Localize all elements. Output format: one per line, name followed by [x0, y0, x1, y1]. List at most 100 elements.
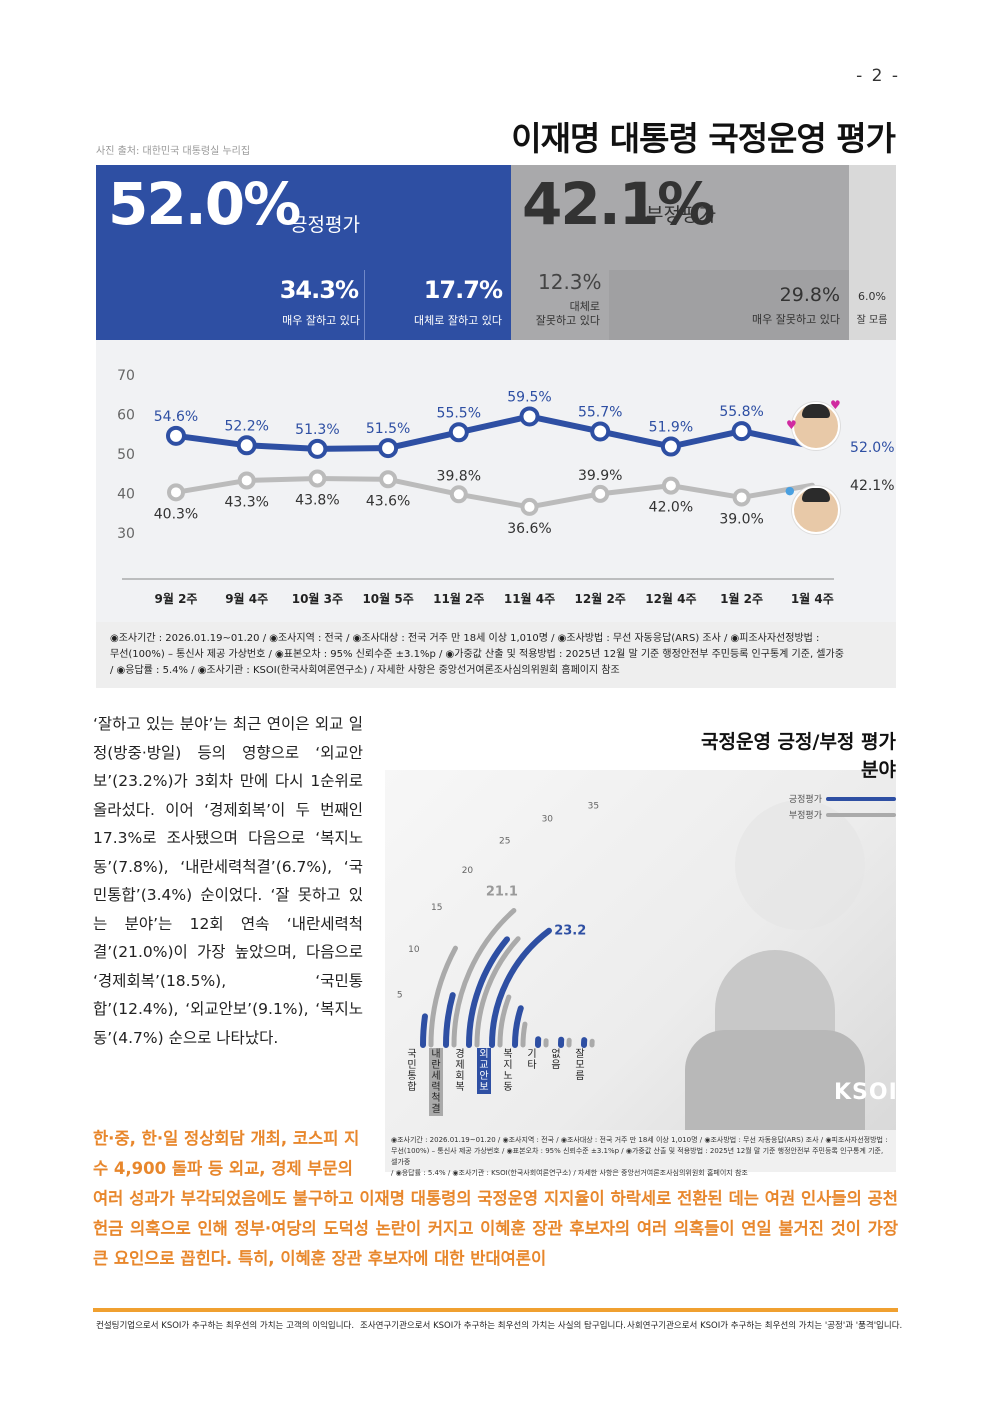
- scale-tick-label: 5: [397, 990, 403, 1000]
- somewhat-good-value: 17.7%: [423, 276, 503, 304]
- scale-tick-label: 10: [408, 945, 420, 955]
- very-good-value: 34.3%: [279, 276, 359, 304]
- president-photo-background: [385, 770, 896, 1130]
- radial-category-label: 내란세력척결: [429, 1048, 443, 1116]
- negative-point: [308, 469, 327, 488]
- negative-label: 부정평가: [646, 204, 716, 226]
- positive-label: 긍정평가: [290, 214, 360, 236]
- positive-data-label: 55.5%: [437, 405, 481, 421]
- footer-rule: [93, 1308, 898, 1312]
- negative-data-label: 43.3%: [224, 494, 268, 510]
- positive-arc: [420, 1013, 428, 1048]
- radial-note-line: 무선(100%) – 통신사 제공 가상번호 / ◉표본오차 : 95% 신뢰수…: [391, 1147, 884, 1166]
- legend-positive-label: 긍정평가: [788, 795, 822, 805]
- trend-chart: 70 60 50 40 30 9월 2주 9월 4주 10월 3주 10월 5주 11월 2주 11…: [117, 368, 894, 606]
- x-tick-label: 9월 4주: [225, 591, 268, 606]
- scale-tick-label: 30: [542, 815, 554, 825]
- positive-data-label: 51.3%: [295, 422, 339, 438]
- negative-arc: [520, 1021, 528, 1048]
- negative-arc: [428, 945, 458, 1048]
- positive-arc: [443, 992, 456, 1048]
- positive-point: [590, 421, 611, 442]
- negative-data-label: 40.3%: [154, 506, 198, 522]
- positive-data-label: 52.0%: [850, 440, 894, 456]
- positive-line: [173, 413, 816, 452]
- radial-category-labels: 국민통합 내란세력척결 경제회복 외교안보 복지노동 기타 없음 잘모름: [405, 1048, 605, 1118]
- somewhat-good-label: 대체로 잘하고 있다: [414, 314, 502, 327]
- radial-note-line: / ◉응답률 : 5.4% / ◉조사기관 : KSOI(한국사회여론연구소) …: [391, 1169, 748, 1177]
- scale-tick-label: 15: [431, 903, 442, 913]
- y-tick-label: 30: [117, 526, 135, 542]
- negative-data-label: 43.6%: [366, 493, 410, 509]
- negative-data-label: 39.8%: [437, 468, 481, 484]
- survey-note-line: ◉조사기간 : 2026.01.19~01.20 / ◉조사지역 : 전국 / …: [110, 633, 820, 644]
- positive-point: [236, 435, 257, 456]
- radial-survey-notes: ◉조사기간 : 2026.01.19~01.20 / ◉조사지역 : 전국 / …: [385, 1130, 896, 1177]
- radial-chart: 5 10 15 20 25 30 35 21.1 23.2: [397, 802, 599, 1048]
- negative-point: [732, 488, 751, 507]
- positive-arc: [512, 1005, 524, 1048]
- radial-category-label: 없음: [551, 1049, 561, 1071]
- heart-icon: ♥: [830, 398, 841, 412]
- somewhat-bad-label-1: 대체로: [569, 300, 600, 313]
- very-good-label: 매우 잘하고 있다: [282, 314, 360, 327]
- y-tick-label: 60: [117, 408, 135, 424]
- radial-category-label: 기타: [527, 1049, 537, 1071]
- negative-arc: [474, 936, 521, 1048]
- negative-point: [661, 476, 680, 495]
- negative-data-label: 39.0%: [719, 511, 763, 527]
- dont-know-value: 6.0%: [858, 290, 886, 303]
- x-tick-label: 11월 4주: [504, 591, 555, 606]
- negative-line: [173, 475, 815, 510]
- survey-note-line: / ◉응답률 : 5.4% / ◉조사기관 : KSOI(한국사회여론연구소) …: [110, 665, 620, 676]
- president-avatar-negative: [792, 486, 840, 534]
- positive-data-label: 54.6%: [154, 409, 198, 425]
- y-tick-label: 40: [117, 487, 135, 503]
- negative-point: [520, 497, 539, 516]
- radial-note-line: ◉조사기간 : 2026.01.19~01.20 / ◉조사지역 : 전국 / …: [391, 1136, 888, 1144]
- dont-know-label: 잘 모름: [856, 315, 888, 326]
- x-tick-label: 12월 2주: [575, 591, 626, 606]
- footer-text-1: 컨설팅기업으로서 KSOI가 추구하는 최우선의 가치는 고객의 이익입니다.: [96, 1321, 355, 1331]
- somewhat-bad-label-2: 잘못하고 있다: [535, 314, 600, 327]
- negative-data-label: 42.1%: [850, 478, 894, 494]
- legend-positive-swatch: [826, 797, 896, 801]
- positive-point: [307, 438, 328, 459]
- radial-chart-title: 국정운영 긍정/부정 평가 분야: [701, 731, 896, 781]
- positive-point: [448, 422, 469, 443]
- y-tick-label: 50: [117, 447, 135, 463]
- positive-arc: [489, 927, 552, 1048]
- highlight-text-1: 한·중, 한·일 정상회담 개최, 코스피 지수 4,900 돌파 등 외교, …: [93, 1129, 360, 1178]
- dont-know-block: [849, 165, 896, 340]
- highlight-text-2: 여러 성과가 부각되었음에도 불구하고 이재명 대통령의 국정운영 지지율이 하…: [93, 1189, 898, 1268]
- scale-tick-label: 20: [462, 866, 474, 876]
- survey-note-line: 무선(100%) – 통신사 제공 가상번호 / ◉표본오차 : 95% 신뢰수…: [110, 649, 844, 660]
- sweat-drop-icon: ●: [785, 484, 795, 497]
- legend-negative-label: 부정평가: [788, 811, 822, 821]
- divider: [364, 270, 365, 340]
- scale-tick-label: 25: [499, 836, 510, 846]
- positive-data-label: 51.9%: [649, 419, 693, 435]
- y-tick-label: 70: [117, 368, 135, 384]
- positive-data-label: 59.5%: [507, 389, 551, 405]
- radial-category-label: 외교안보: [477, 1048, 491, 1094]
- heart-icon: ♥: [786, 418, 797, 432]
- negative-point: [237, 471, 256, 490]
- very-bad-value: 29.8%: [779, 284, 840, 306]
- x-tick-label: 1월 4주: [791, 591, 834, 606]
- x-tick-label: 9월 2주: [155, 591, 198, 606]
- x-tick-label: 12월 4주: [645, 591, 696, 606]
- negative-arc: [451, 907, 517, 1048]
- legend-negative-swatch: [826, 813, 896, 817]
- negative-point: [167, 483, 185, 502]
- positive-point: [660, 436, 681, 457]
- footer-text-2: 조사연구기관으로서 KSOI가 추구하는 최우선의 가치는 사실의 탐구입니다.: [360, 1321, 626, 1331]
- x-tick-label: 10월 5주: [362, 591, 413, 606]
- positive-peak-label: 23.2: [554, 923, 586, 938]
- analysis-paragraph: ‘잘하고 있는 분야’는 최근 연이은 외교 일정(방중·방일) 등의 영향으로…: [93, 715, 363, 1047]
- footer-text-3: 사회연구기관으로서 KSOI가 추구하는 최우선의 가치는 '공정'과 '품격'…: [627, 1321, 903, 1331]
- radial-category-label: 국민통합: [407, 1049, 417, 1093]
- scale-tick-label: 35: [588, 802, 599, 812]
- photo-source: 사진 출처: 대한민국 대통령실 누리집: [96, 146, 251, 157]
- negative-peak-label: 21.1: [486, 884, 518, 899]
